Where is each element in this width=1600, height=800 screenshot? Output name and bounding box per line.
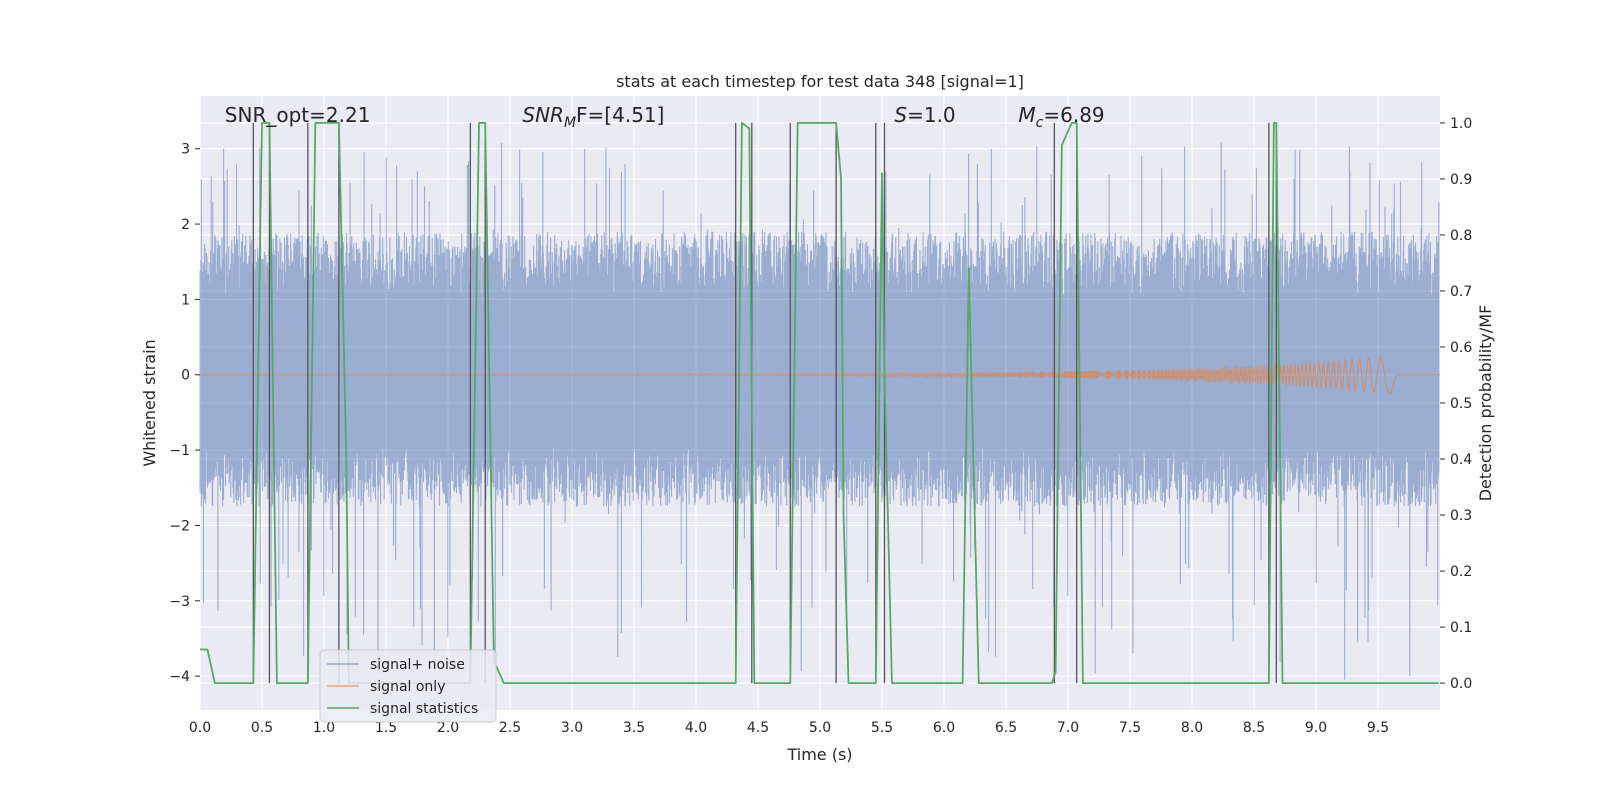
x-tick-label: 7.0 (1057, 720, 1079, 736)
annotation-snr-mf: SNRMF=[4.51] (522, 103, 664, 131)
x-tick-label: 0.5 (251, 720, 273, 736)
x-tick-label: 5.5 (871, 720, 893, 736)
x-tick-label: 4.0 (685, 720, 707, 736)
x-tick-label: 6.0 (933, 720, 955, 736)
y2-tick-label: 0.6 (1450, 340, 1472, 356)
x-tick-label: 2.0 (437, 720, 459, 736)
y2-tick-label: 0.3 (1450, 508, 1472, 524)
y-tick-label: −4 (169, 669, 190, 685)
x-tick-label: 8.5 (1243, 720, 1265, 736)
x-axis-label: Time (s) (786, 745, 852, 764)
axis-ticks: 0.0 0.5 1.0 1.5 2.0 2.5 3.0 3.5 4.0 4.5 5.0 5.5 6.0 6… (169, 116, 1472, 736)
x-tick-label: 5.0 (809, 720, 831, 736)
x-tick-label: 1.0 (313, 720, 335, 736)
annotations: SNR_opt=2.21 SNRMF=[4.51] S=1.0 Mc=6.89 (225, 103, 1105, 131)
y2-tick-label: 0.0 (1450, 676, 1472, 692)
y-axis-label: Whitened strain (140, 339, 159, 466)
y2-tick-label: 0.7 (1450, 284, 1472, 300)
x-tick-label: 9.0 (1305, 720, 1327, 736)
x-tick-label: 3.0 (561, 720, 583, 736)
y2-tick-label: 0.8 (1450, 228, 1472, 244)
annotation-s: S=1.0 (894, 103, 955, 127)
x-tick-label: 0.0 (189, 720, 211, 736)
x-tick-label: 7.5 (1119, 720, 1141, 736)
y-tick-label: −3 (169, 594, 190, 610)
y-tick-label: 1 (181, 292, 190, 308)
y2-tick-label: 0.5 (1450, 396, 1472, 412)
chart-title: stats at each timestep for test data 348… (616, 72, 1024, 91)
annotation-snr-opt: SNR_opt=2.21 (225, 103, 371, 127)
x-tick-label: 6.5 (995, 720, 1017, 736)
y2-tick-label: 0.2 (1450, 564, 1472, 580)
y2-tick-label: 0.9 (1450, 172, 1472, 188)
y2-tick-label: 0.1 (1450, 620, 1472, 636)
vertical-marker-lines (252, 122, 1277, 684)
y2-axis-label: Detection probability/MF (1476, 305, 1495, 502)
legend-label-signal-noise: signal+ noise (370, 657, 465, 673)
legend: signal+ noise signal only signal statist… (319, 649, 497, 723)
y-tick-label: 0 (181, 368, 190, 384)
legend-label-signal-statistics: signal statistics (370, 701, 478, 717)
chirp-trace (199, 356, 1440, 395)
legend-box (319, 649, 497, 723)
y-tick-label: 3 (181, 142, 190, 158)
y-tick-label: 2 (181, 217, 190, 233)
y-tick-label: −1 (169, 443, 190, 459)
annotation-mc: Mc=6.89 (1018, 103, 1104, 131)
x-tick-label: 9.5 (1367, 720, 1389, 736)
y-tick-label: −2 (169, 518, 190, 534)
y2-tick-label: 1.0 (1450, 116, 1472, 132)
statistics-trace (200, 121, 1439, 685)
x-tick-label: 2.5 (499, 720, 521, 736)
series-signal-statistics (200, 121, 1439, 685)
x-tick-label: 8.0 (1181, 720, 1203, 736)
series-signal-only (199, 356, 1440, 395)
legend-label-signal-only: signal only (370, 679, 445, 695)
y2-tick-label: 0.4 (1450, 452, 1472, 468)
x-tick-label: 3.5 (623, 720, 645, 736)
x-tick-label: 4.5 (747, 720, 769, 736)
x-tick-label: 1.5 (375, 720, 397, 736)
